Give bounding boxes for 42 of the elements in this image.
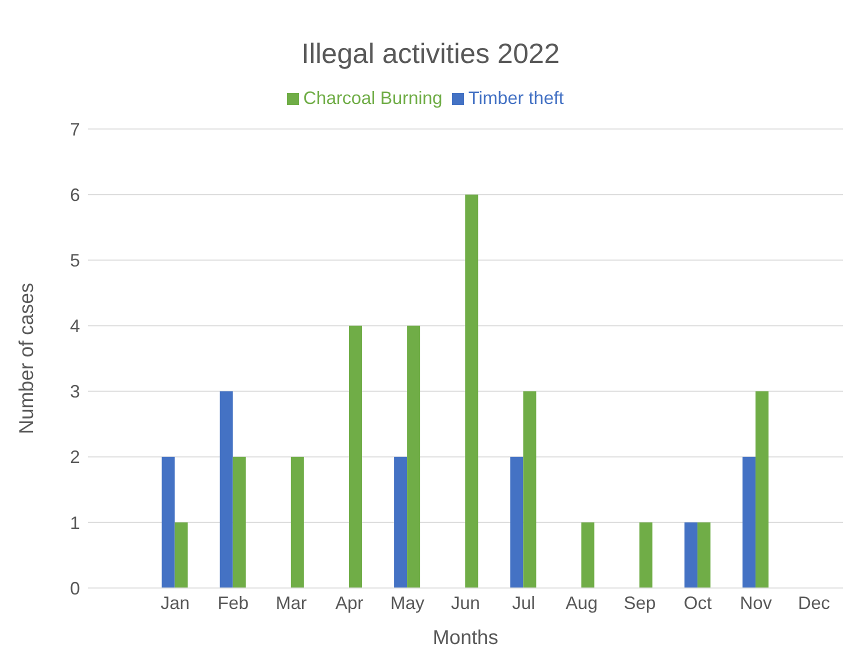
x-axis-title: Months <box>432 627 498 649</box>
bar <box>465 194 478 588</box>
x-tick-label: Jun <box>450 592 480 613</box>
y-tick-label: 4 <box>70 316 80 336</box>
y-tick-label: 5 <box>70 250 80 271</box>
bar <box>523 391 536 588</box>
x-tick-label: Jan <box>160 592 190 613</box>
chart-title: Illegal activities 2022 <box>300 37 561 71</box>
y-axis-title: Number of cases <box>16 282 38 434</box>
bar <box>407 326 420 588</box>
x-tick-label: Jul <box>512 592 536 613</box>
legend-label: Timber theft <box>468 88 564 108</box>
y-tick-label: 6 <box>70 184 80 205</box>
x-tick-label: Aug <box>566 592 598 613</box>
x-tick-label: Dec <box>798 592 830 613</box>
x-tick-label: Oct <box>684 592 712 613</box>
y-tick-label: 7 <box>70 119 80 140</box>
bar <box>581 522 594 588</box>
x-tick-label: May <box>390 592 424 613</box>
bar <box>697 522 710 588</box>
bar <box>394 456 408 588</box>
bar <box>232 456 246 588</box>
bar <box>742 456 756 588</box>
bar <box>220 391 233 588</box>
bar <box>639 522 652 588</box>
y-tick-label: 1 <box>70 512 80 533</box>
x-tick-label: Apr <box>335 592 364 613</box>
bar <box>290 456 304 588</box>
x-tick-label: Feb <box>218 592 249 613</box>
x-tick-label: Sep <box>624 592 656 613</box>
y-tick-label: 3 <box>70 382 80 402</box>
bar <box>348 326 362 588</box>
y-tick-label: 2 <box>70 447 80 468</box>
y-tick-label: 0 <box>70 578 80 598</box>
bar <box>174 522 188 588</box>
bar <box>684 522 698 588</box>
legend-label: Charcoal Burning <box>303 88 442 108</box>
bar <box>756 391 769 588</box>
bar <box>162 456 175 588</box>
bar <box>510 456 524 588</box>
x-tick-label: Nov <box>740 592 772 613</box>
x-tick-label: Mar <box>276 592 307 613</box>
